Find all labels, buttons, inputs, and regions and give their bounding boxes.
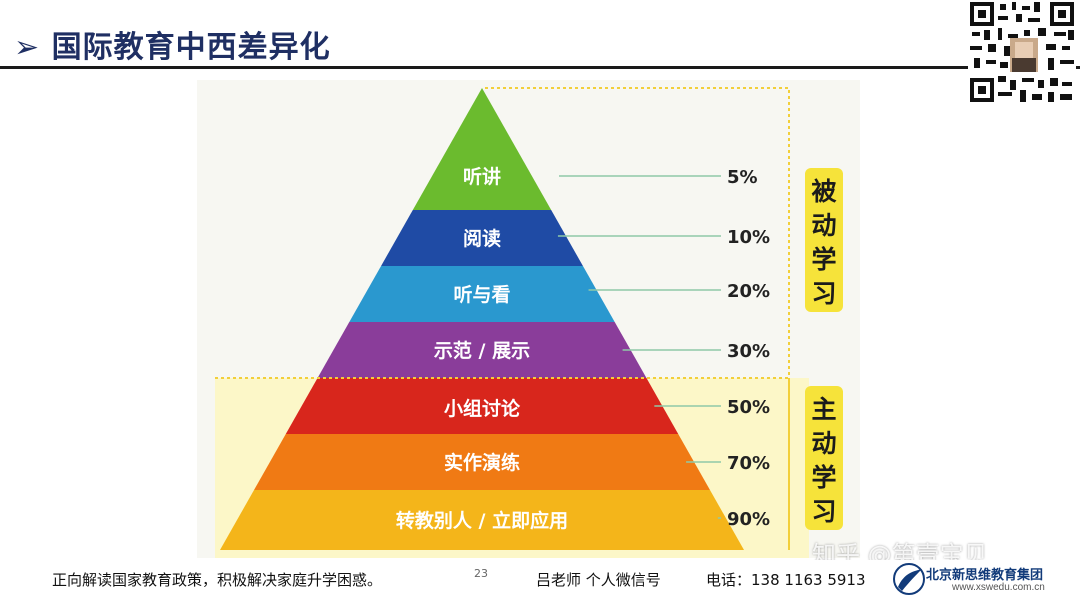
title-underline (0, 66, 1080, 69)
header: ➢ 国际教育中西差异化 (0, 0, 1080, 70)
qr-code (968, 0, 1076, 104)
learning-group-label-char: 被 (811, 177, 836, 206)
retention-rate: 70% (727, 453, 770, 474)
active-learning-badge (805, 386, 843, 530)
qr-code-graphic (968, 0, 1076, 104)
pyramid-layer (220, 490, 744, 550)
passive-bracket-line (485, 87, 790, 380)
pyramid-layer-label: 示范 / 展示 (434, 339, 530, 362)
pyramid-layer (317, 322, 647, 378)
learning-pyramid-diagram: 听讲阅读听与看示范 / 展示 小组讨论实作演练转教别人 / 立即应用 5% 10% 2… (197, 80, 860, 558)
retention-rate: 5% (727, 167, 758, 188)
org-name: 北京新思维教育集团 (926, 568, 1044, 583)
page-title: ➢ 国际教育中西差异化 (14, 30, 331, 65)
retention-rate: 20% (727, 281, 770, 302)
learning-group-label-char: 动 (811, 429, 836, 458)
pyramid-layer-label: 小组讨论 (444, 397, 521, 420)
org-logo: 北京新思维教育集团 www.xswedu.com.cn (892, 561, 1080, 597)
pyramid-layer (285, 378, 679, 434)
footer-slogan: 正向解读国家教育政策，积极解决家庭升学困惑。 (52, 571, 383, 589)
passive-learning-badge (805, 168, 843, 312)
learning-group-label-char: 学 (811, 463, 836, 492)
pyramid-layer (412, 88, 552, 210)
learning-group-label-char: 动 (811, 211, 836, 240)
pyramid-layer-label: 阅读 (463, 227, 501, 250)
learning-group-label-char: 学 (811, 245, 836, 274)
pyramid-layer-label: 听讲 (463, 165, 501, 188)
pyramid-layer (349, 266, 615, 322)
retention-rate: 30% (727, 341, 770, 362)
phone-number: 电话：138 1163 5913 (706, 571, 866, 589)
learning-group-label-char: 习 (811, 279, 836, 308)
org-logo-icon (893, 563, 925, 595)
pyramid-layer-label: 听与看 (453, 283, 510, 306)
teacher-wechat: 吕老师 个人微信号 (536, 571, 661, 589)
org-website: www.xswedu.com.cn (952, 582, 1045, 593)
pyramid-layer (381, 210, 583, 266)
learning-group-label-char: 主 (811, 395, 836, 424)
page-number: 23 (474, 567, 488, 580)
retention-rate: 50% (727, 397, 770, 418)
pyramid-layer (254, 434, 710, 490)
retention-rate: 10% (727, 227, 770, 248)
pyramid-layer-label: 实作演练 (444, 451, 520, 474)
learning-group-label-char: 习 (811, 497, 836, 526)
retention-rate: 90% (727, 509, 770, 530)
pyramid-layer-label: 转教别人 / 立即应用 (396, 509, 568, 532)
